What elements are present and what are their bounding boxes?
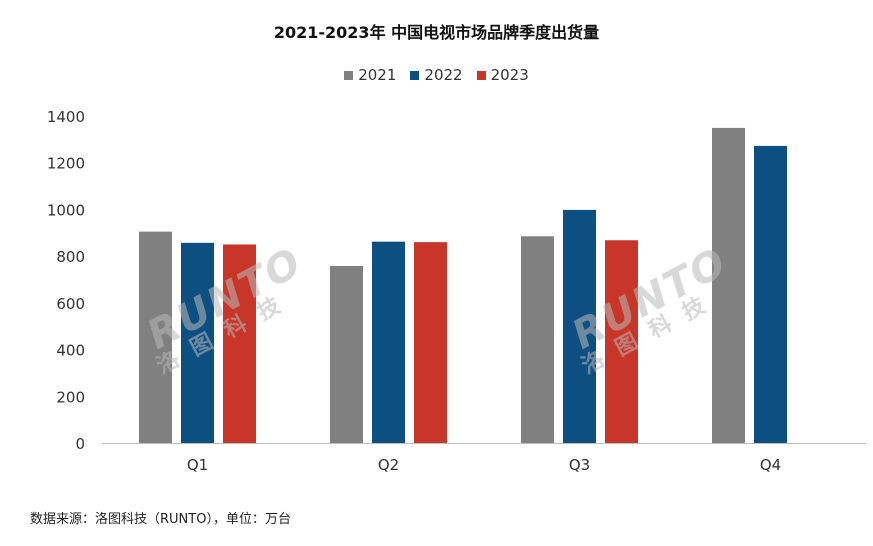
- legend-item-2022: 2022: [410, 66, 463, 84]
- bar-2023-Q3: [605, 240, 638, 443]
- x-tick-label: Q4: [760, 456, 781, 474]
- chart-title: 2021-2023年 中国电视市场品牌季度出货量: [273, 23, 600, 42]
- legend-item-2023: 2023: [476, 66, 529, 84]
- bar-2022-Q4: [754, 145, 787, 443]
- legend-swatch: [344, 70, 354, 80]
- legend-item-2021: 2021: [344, 66, 396, 84]
- bar-2022-Q3: [563, 209, 596, 443]
- y-tick-label: 1400: [47, 108, 85, 126]
- y-tick-label: 200: [56, 388, 85, 406]
- y-tick-label: 0: [75, 435, 85, 453]
- x-tick-label: Q2: [378, 456, 399, 474]
- bar-2022-Q1: [181, 242, 214, 443]
- bar-2023-Q1: [223, 244, 256, 443]
- y-tick-label: 800: [56, 248, 85, 266]
- bar-2022-Q2: [372, 241, 405, 443]
- legend-label: 2022: [424, 66, 463, 84]
- bar-2021-Q3: [521, 236, 554, 443]
- x-tick-label: Q1: [187, 456, 208, 474]
- bar-2023-Q2: [414, 242, 447, 443]
- y-tick-label: 1000: [47, 201, 85, 219]
- legend-label: 2023: [490, 66, 529, 84]
- bar-2021-Q4: [712, 127, 745, 443]
- legend: 2021 2022 2023: [0, 66, 873, 84]
- legend-swatch: [410, 70, 420, 80]
- source-note: 数据来源：洛图科技（RUNTO），单位：万台: [30, 512, 291, 527]
- bar-2021-Q1: [139, 231, 172, 443]
- y-tick-label: 400: [56, 342, 85, 360]
- legend-label: 2021: [358, 66, 397, 84]
- bar-2021-Q2: [330, 265, 363, 443]
- y-tick-label: 1200: [47, 155, 85, 173]
- y-tick-label: 600: [56, 295, 85, 313]
- x-tick-label: Q3: [569, 456, 590, 474]
- legend-swatch: [476, 70, 486, 80]
